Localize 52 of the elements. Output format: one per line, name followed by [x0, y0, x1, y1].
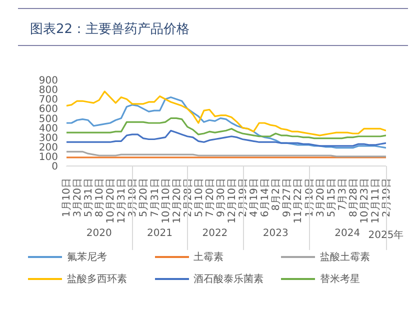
x-tick-label: 9月27日 — [282, 178, 294, 218]
line-series — [66, 130, 386, 147]
text: 2025年 — [368, 230, 404, 241]
x-tick-label: 10月20日 — [106, 178, 117, 224]
text: 2020 — [85, 228, 113, 239]
x-tick-label: 7月20日 — [204, 178, 216, 218]
x-tick-label: 7月31日 — [150, 178, 161, 218]
x-tick-label: 3月20日 — [315, 178, 326, 218]
x-tick-label: 1月10日 — [62, 178, 72, 218]
y-tick-label: 600 — [38, 104, 58, 116]
y-tick-label: 800 — [38, 85, 58, 96]
legend-label: 土霉素 — [194, 250, 224, 264]
x-tick-label: 5月31日 — [84, 178, 95, 218]
x-tick-label: 12月10日 — [227, 178, 238, 224]
y-tick-label: 700 — [38, 94, 58, 106]
y-tick-label: 0 — [52, 162, 58, 173]
text: 2021 — [146, 228, 174, 239]
x-tick-label: 5月20日 — [138, 178, 150, 218]
text: 2023 — [262, 228, 290, 239]
y-tick-label: 900 — [38, 76, 58, 87]
x-tick-label: 3月20日 — [72, 178, 84, 218]
text: 2024 — [334, 228, 360, 239]
x-tick-label: 10月23日 — [359, 178, 370, 224]
legend-label: 盐酸土霉素 — [320, 250, 370, 264]
chart-title: 图表22：主要兽药产品价格 — [30, 21, 190, 38]
x-tick-label: 9月30日 — [216, 178, 227, 218]
legend-label: 替米考星 — [320, 272, 360, 286]
legend-label: 酒石酸泰乐菌素 — [194, 272, 264, 286]
x-tick-label: 8月2日 — [271, 178, 282, 211]
y-tick-label: 300 — [38, 132, 58, 144]
x-tick-label: 4月19日 — [249, 178, 260, 218]
y-tick-label: 200 — [38, 142, 58, 154]
line-series — [66, 117, 386, 140]
legend-label: 氟苯尼考 — [67, 250, 107, 264]
x-tick-label: 12月11日 — [370, 178, 382, 224]
line-series — [66, 96, 386, 149]
x-tick-label: 7月3日 — [337, 178, 348, 211]
x-tick-label: 8月28日 — [348, 178, 360, 218]
x-tick-label: 12月20日 — [172, 178, 183, 224]
text: 2022 — [201, 228, 229, 239]
x-tick-label: 6月14日 — [260, 178, 272, 218]
x-tick-label: 5月15日 — [326, 178, 338, 218]
y-tick-label: 400 — [38, 123, 58, 134]
x-tick-label: 8月10日 — [94, 178, 106, 218]
x-tick-label: 10月10日 — [160, 178, 172, 224]
x-tick-label: 11月22日 — [293, 178, 304, 224]
x-tick-label: 12月31日 — [116, 178, 128, 224]
legend-label: 盐酸多西环素 — [67, 272, 127, 286]
x-tick-label: 5月10日 — [194, 178, 205, 218]
line-series — [66, 90, 386, 136]
y-tick-label: 100 — [38, 152, 58, 163]
y-tick-label: 500 — [38, 114, 58, 125]
